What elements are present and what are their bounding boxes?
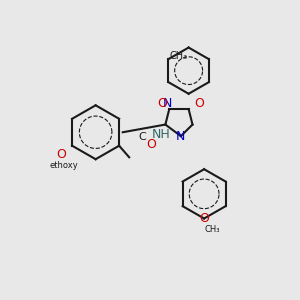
Text: CH₃: CH₃ — [204, 225, 220, 234]
Text: O: O — [199, 212, 209, 225]
Text: O: O — [146, 138, 156, 151]
Text: N: N — [163, 97, 172, 110]
Text: N: N — [176, 130, 186, 143]
Text: NH: NH — [152, 128, 171, 141]
Text: ethoxy: ethoxy — [49, 161, 78, 170]
Text: O: O — [194, 97, 204, 110]
Text: O: O — [158, 97, 167, 110]
Text: O: O — [56, 148, 66, 161]
Text: C: C — [138, 132, 146, 142]
Text: CH₃: CH₃ — [169, 51, 188, 61]
